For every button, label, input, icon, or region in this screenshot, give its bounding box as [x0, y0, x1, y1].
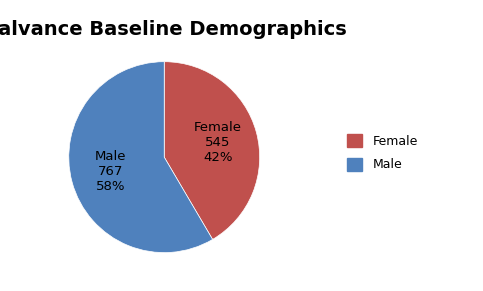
Text: Female
545
42%: Female 545 42%	[194, 121, 242, 164]
Wedge shape	[69, 62, 213, 253]
Text: Male
767
58%: Male 767 58%	[95, 150, 127, 193]
Legend: Female, Male: Female, Male	[342, 129, 423, 176]
Text: Dalvance Baseline Demographics: Dalvance Baseline Demographics	[0, 20, 347, 39]
Wedge shape	[164, 62, 260, 239]
